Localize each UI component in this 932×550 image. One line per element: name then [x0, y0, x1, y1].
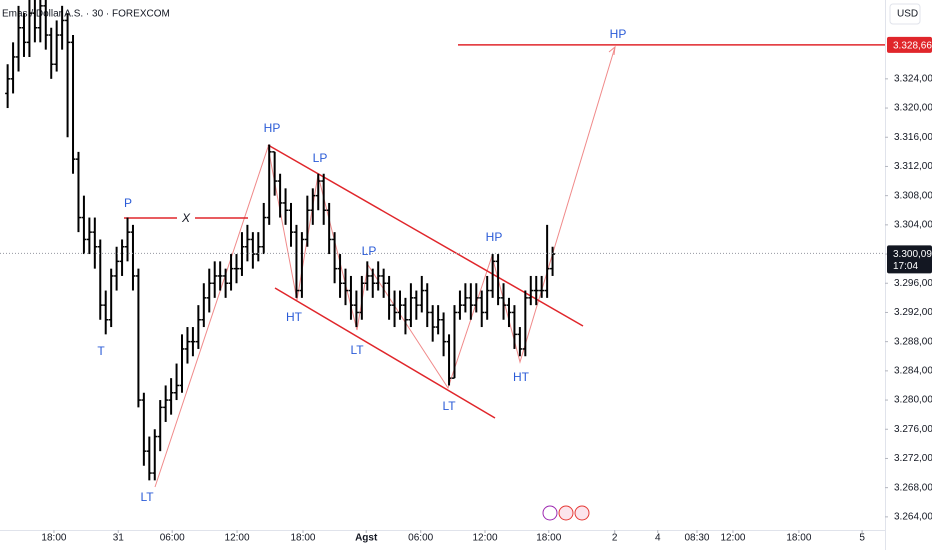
annotation: X	[181, 211, 191, 225]
currency-button[interactable]	[889, 3, 921, 25]
x-tick-label: 5	[859, 533, 865, 544]
y-tick-label: 3.276,00	[894, 424, 932, 435]
annotation: HP	[264, 121, 281, 135]
price-line-badge	[887, 36, 932, 53]
y-tick-label: 3.308,00	[894, 190, 932, 201]
event-icon	[542, 505, 558, 521]
annotation: LP	[313, 151, 328, 165]
event-icon	[558, 505, 574, 521]
channel-lower	[274, 287, 496, 419]
y-tick-label: 3.324,00	[894, 73, 932, 84]
price-line-label: 3.328,66	[893, 40, 932, 51]
annotation: P	[124, 196, 132, 210]
y-tick-label: 3.316,00	[894, 132, 932, 143]
y-tick-label: 3.312,00	[894, 161, 932, 172]
x-tick-label: 18:00	[41, 533, 66, 544]
arrow-head	[608, 45, 616, 56]
x-tick-label: 08:30	[684, 533, 709, 544]
annotation: LT	[442, 399, 456, 413]
y-tick-label: 3.304,00	[894, 219, 932, 230]
x-tick-label: 06:00	[160, 533, 185, 544]
y-tick-label: 3.284,00	[894, 365, 932, 376]
y-tick-label: 3.320,00	[894, 103, 932, 114]
annotation: LP	[362, 244, 377, 258]
x-tick-label: 31	[113, 533, 125, 544]
annotation: T	[97, 344, 105, 358]
x-tick-label: 12:00	[225, 533, 250, 544]
last-price-label: 3.300,09	[893, 249, 932, 260]
y-tick-label: 3.288,00	[894, 336, 932, 347]
y-tick-label: 3.292,00	[894, 307, 932, 318]
x-tick-label: 12:00	[472, 533, 497, 544]
event-icons	[542, 505, 590, 521]
x-tick-label: 06:00	[408, 533, 433, 544]
y-tick-label: 3.296,00	[894, 278, 932, 289]
annotation: HP	[610, 27, 627, 41]
countdown: 17:04	[893, 261, 918, 272]
x-tick-label: 18:00	[786, 533, 811, 544]
chart-title: Emas / Dollar A.S. · 30 · FOREXCOM	[2, 9, 170, 20]
y-tick-label: 3.280,00	[894, 395, 932, 406]
y-tick-label: 3.268,00	[894, 482, 932, 493]
y-tick-label: 3.272,00	[894, 453, 932, 464]
x-tick-label: 12:00	[720, 533, 745, 544]
last-price-badge	[887, 245, 932, 274]
bars	[5, 0, 556, 481]
x-tick-label: 18:00	[536, 533, 561, 544]
x-tick-label: 2	[612, 533, 618, 544]
event-icon	[574, 505, 590, 521]
x-tick-label: 4	[655, 533, 661, 544]
x-tick-label: 18:00	[290, 533, 315, 544]
annotation: HT	[513, 370, 530, 384]
y-tick-label: 3.264,00	[894, 512, 932, 523]
annotation: HP	[486, 230, 503, 244]
currency: USD	[897, 9, 918, 20]
x-tick-label: Agst	[355, 533, 378, 544]
annotation: LT	[350, 343, 364, 357]
annotation: HT	[286, 310, 303, 324]
annotation: LT	[140, 490, 154, 504]
